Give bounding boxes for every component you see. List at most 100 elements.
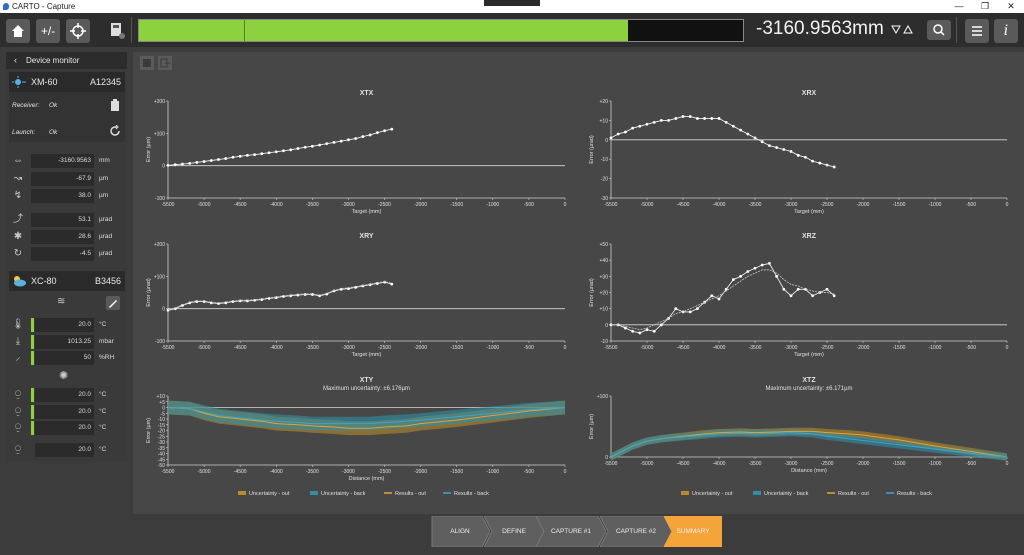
step-capture-1[interactable]: CAPTURE #1: [536, 516, 606, 547]
status-bar: [31, 318, 34, 332]
step-label: SUMMARY: [676, 528, 710, 535]
menu-button[interactable]: [965, 19, 989, 43]
window-title: CARTO - Capture: [12, 2, 76, 11]
linear-axis-icon: ⇔: [13, 155, 23, 166]
reading-unit: mm: [99, 157, 110, 164]
reading-unit: µrad: [99, 250, 113, 257]
export-icon: [160, 58, 171, 68]
magnifier-icon: [933, 24, 945, 36]
refresh-icon[interactable]: [109, 125, 121, 137]
step-summary[interactable]: SUMMARY: [664, 516, 722, 547]
sort-toggle[interactable]: [890, 22, 920, 38]
reading-unit: µrad: [99, 216, 113, 223]
material-row-2: ⍜ 20.0 °C: [9, 404, 125, 420]
progress-fill: [139, 20, 629, 41]
device-monitor-header[interactable]: ‹ Device monitor: [6, 52, 127, 69]
straightness-horizontal-icon: ↝: [13, 173, 23, 184]
material-unit: °C: [99, 408, 107, 415]
status-bar: [31, 405, 34, 419]
receiver-value: Ok: [49, 102, 58, 109]
material-unit: °C: [99, 424, 107, 431]
air-sensor-icon: ≋: [57, 296, 66, 307]
reading-row-linear: ⇔ -3160.9563 mm: [9, 153, 125, 169]
weather-icon: [14, 276, 26, 287]
calculator-icon: [111, 23, 125, 39]
close-button[interactable]: ✕: [1007, 1, 1015, 11]
triangle-down-up-icon: [891, 24, 913, 35]
material-row-3: ⍜ 20.0 °C: [9, 420, 125, 436]
save-icon: [143, 59, 151, 67]
env-value: 1013.25: [35, 335, 94, 349]
yaw-icon: ✱: [13, 231, 23, 242]
roll-icon: ↻: [13, 248, 23, 259]
clipboard-icon[interactable]: [110, 99, 120, 111]
reading-row-straightness-v: ↯ 38.0 µm: [9, 188, 125, 204]
reading-unit: µm: [99, 192, 109, 199]
reading-unit: µm: [99, 175, 109, 182]
xm-serial: A12345: [89, 77, 121, 87]
material-row-4: ⍜ 20.0 °C: [9, 442, 125, 458]
zoom-button[interactable]: [927, 20, 951, 40]
restore-button[interactable]: ❐: [980, 1, 990, 11]
xc-header: XC-80 B3456: [9, 271, 125, 291]
status-bar: [31, 335, 34, 349]
status-bar: [31, 388, 34, 402]
material-sensor-icon: ✺: [59, 370, 69, 382]
step-define[interactable]: DEFINE: [484, 516, 544, 547]
env-row-temperature: 🌡 20.0 °C: [9, 317, 125, 333]
launch-label: Launch:: [12, 129, 36, 136]
humidity-icon: ⸝: [15, 352, 21, 363]
reading-value: 38.0: [31, 189, 94, 203]
home-button[interactable]: [6, 19, 30, 43]
step-capture-2[interactable]: CAPTURE #2: [600, 516, 672, 547]
plus-minus-label: +/-: [40, 24, 56, 38]
title-bar: CARTO - Capture — ❐ ✕: [0, 0, 1024, 13]
step-label: ALIGN: [450, 528, 470, 535]
xm-status: Receiver: Ok Launch: Ok: [9, 92, 125, 142]
material-thermometer-icon: ⍜: [15, 444, 21, 455]
step-label: CAPTURE #1: [550, 528, 592, 535]
pitch-icon: ⤴: [13, 214, 23, 225]
reading-row-yaw: ✱ 28.6 µrad: [9, 229, 125, 245]
material-unit: °C: [99, 391, 107, 398]
back-chevron-icon: ‹: [14, 55, 17, 65]
env-unit: °C: [99, 321, 107, 328]
material-thermometer-icon: ⍜: [15, 389, 21, 400]
target-button[interactable]: [66, 19, 90, 43]
env-unit: %RH: [99, 354, 115, 361]
reading-row-straightness-h: ↝ -67.9 µm: [9, 171, 125, 187]
status-bar: [31, 421, 34, 435]
toolbar-divider: [956, 17, 957, 43]
minimize-button[interactable]: —: [954, 1, 964, 11]
info-label: i: [1003, 23, 1009, 39]
step-align[interactable]: ALIGN: [430, 516, 490, 547]
export-button[interactable]: [158, 56, 172, 70]
save-button[interactable]: [140, 56, 154, 70]
xm-header: XM-60 A12345: [9, 72, 125, 92]
env-row-humidity: ⸝ 50 %RH: [9, 350, 125, 366]
reading-value: 53.1: [31, 213, 94, 227]
thermometer-icon: 🌡: [11, 319, 25, 330]
progress-marker: [244, 20, 245, 41]
reading-unit: µrad: [99, 233, 113, 240]
status-bar: [31, 351, 34, 365]
straightness-vertical-icon: ↯: [13, 190, 23, 201]
app-logo-icon: [3, 3, 9, 10]
material-value: 20.0: [35, 388, 94, 402]
receiver-label: Receiver:: [12, 102, 40, 109]
step-label: CAPTURE #2: [615, 528, 657, 535]
material-value: 20.0: [35, 443, 94, 457]
summary-chart-area: [133, 52, 1024, 514]
reading-value: -4.5: [31, 247, 94, 261]
edit-button[interactable]: [106, 296, 120, 310]
xc-name: XC-80: [31, 276, 57, 286]
plus-minus-button[interactable]: +/-: [36, 19, 60, 43]
reading-row-pitch: ⤴ 53.1 µrad: [9, 212, 125, 228]
calculator-button[interactable]: [108, 19, 126, 41]
reading-value: -67.9: [31, 172, 94, 186]
position-progress-bar: [138, 19, 744, 42]
window-grab-handle[interactable]: [484, 0, 540, 6]
env-value: 50: [35, 351, 94, 365]
reading-value: -3160.9563: [31, 154, 94, 168]
info-button[interactable]: i: [994, 19, 1018, 43]
